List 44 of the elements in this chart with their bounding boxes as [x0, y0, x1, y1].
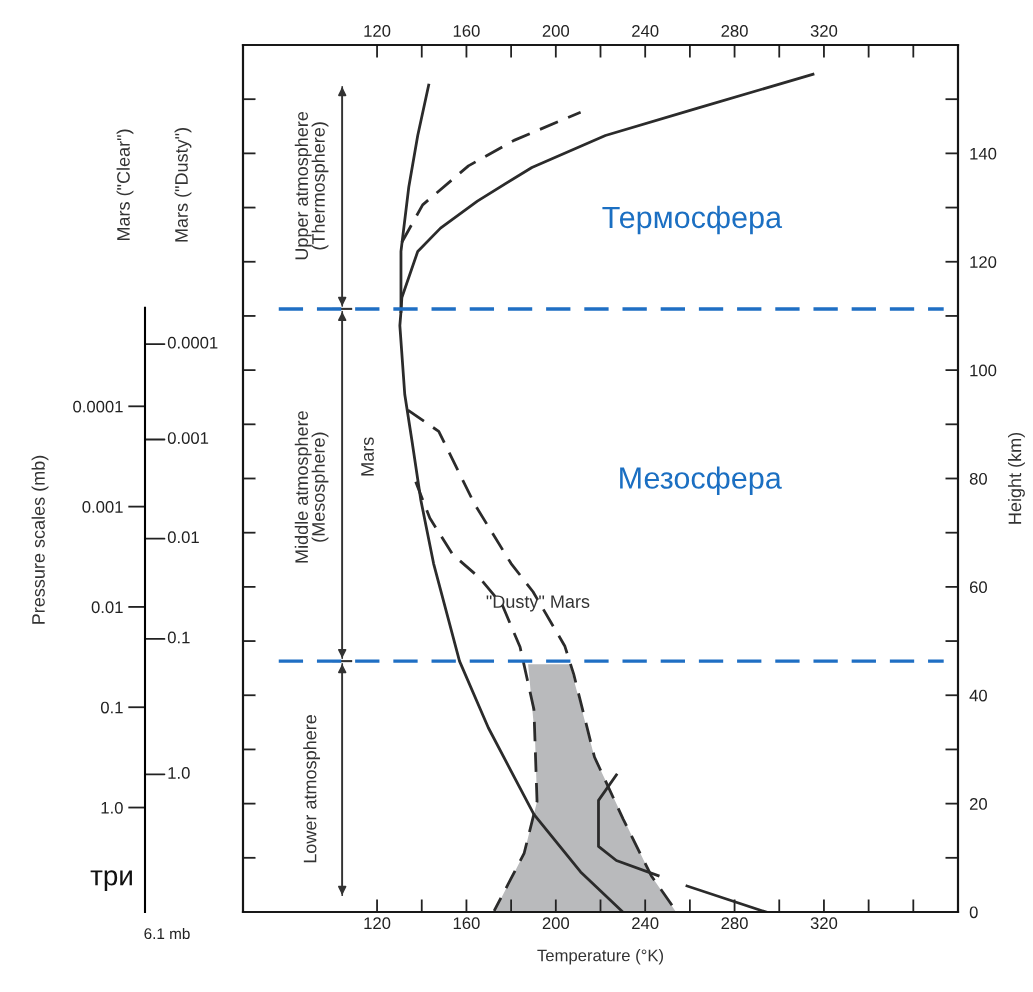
y2-tick-label: 0.1: [100, 701, 123, 714]
y-tick-label: 40: [969, 689, 987, 702]
x-tick-label: 280: [721, 917, 748, 930]
annotation: Middle atmosphere (Mesosphere): [294, 411, 329, 563]
text: 0.0001: [167, 336, 218, 349]
x-tick-label: 160: [453, 917, 480, 930]
text: Mars ("Dusty"): [174, 128, 192, 242]
text: 0.1: [167, 631, 190, 644]
x-tick-label: 240: [632, 917, 659, 930]
text: 1.0: [168, 767, 190, 779]
text: три: [90, 870, 132, 891]
annotation: Lower atmosphere: [303, 715, 321, 863]
y2-tick-label: 1.0: [101, 801, 123, 814]
x2-tick-label: 120: [364, 25, 391, 37]
text: 6.1 mb: [144, 927, 190, 940]
x2-tick-label: 160: [453, 25, 480, 37]
y2-tick-label: 0.01: [91, 601, 123, 614]
x2-tick-label: 280: [721, 25, 748, 37]
annotation: Термосфера: [602, 205, 783, 235]
x2-tick-label: 240: [632, 25, 659, 37]
text: Pressure scales (mb): [31, 455, 49, 624]
text: Mars: [361, 437, 374, 476]
x2-tick-label: 320: [810, 25, 838, 37]
y2-tick-label: 0.0001: [73, 400, 123, 413]
y2-axis-title: Mars ("Clear"): [116, 129, 134, 241]
y2-tick-label: 0.001: [82, 501, 123, 513]
y-tick-label: 100: [970, 364, 997, 377]
y-tick-label: 120: [970, 256, 997, 268]
x2-tick-label: 200: [542, 25, 570, 37]
series-label: "Dusty" Mars: [486, 595, 590, 612]
x-tick-label: 320: [810, 917, 838, 930]
y-tick-label: 140: [970, 147, 997, 160]
y-tick-label: 0: [969, 906, 978, 919]
y-axis-title: Height (km): [1008, 432, 1025, 524]
x-tick-label: 200: [542, 917, 570, 930]
x-axis-title: Temperature (°K): [537, 949, 664, 965]
y-tick-label: 80: [969, 472, 987, 485]
x-tick-label: 120: [364, 917, 391, 930]
annotation: Upper atmosphere (Thermosphere): [294, 111, 329, 260]
y-tick-label: 20: [969, 798, 987, 810]
text: 0.001: [167, 432, 209, 444]
text: 0.01: [167, 531, 199, 544]
y-tick-label: 60: [969, 581, 987, 594]
annotation: Мезосфера: [620, 466, 782, 495]
